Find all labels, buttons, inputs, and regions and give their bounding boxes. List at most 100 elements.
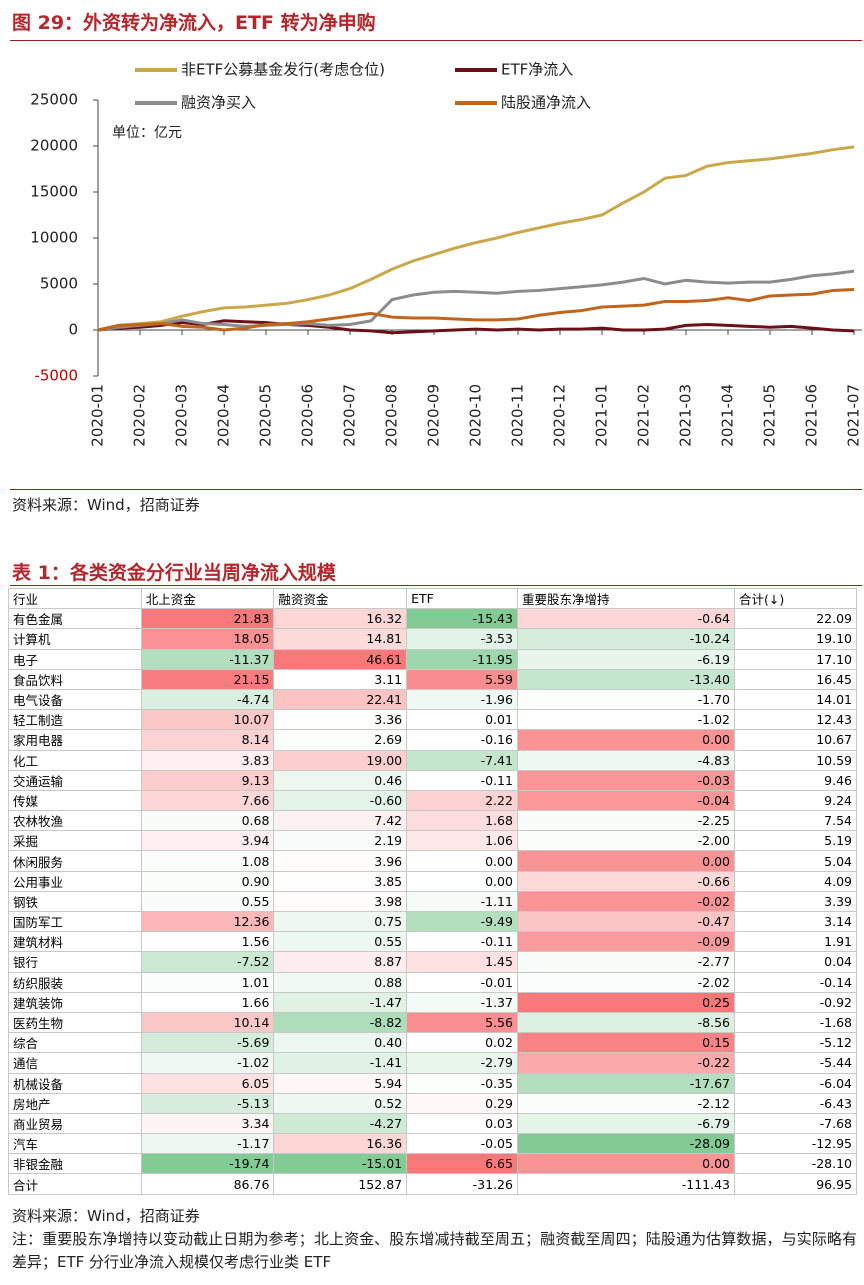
cell: -4.74	[140, 688, 275, 711]
x-tick-label: 2021-02	[635, 384, 653, 447]
x-tick-label: 2020-09	[425, 384, 443, 447]
cell: -0.22	[516, 1052, 735, 1074]
table-row: 化工 3.83 19.00 -7.41 -4.83 10.59	[8, 749, 858, 771]
cell: 3.83	[140, 749, 275, 771]
cell: -0.66	[516, 870, 735, 892]
cell: 0.88	[273, 971, 408, 993]
table-row: 公用事业 0.90 3.85 0.00 -0.66 4.09	[8, 870, 858, 892]
cell: 10.59	[733, 749, 858, 771]
cell: -0.02	[516, 890, 735, 913]
cell: -7.41	[406, 749, 518, 771]
cell: -1.47	[273, 991, 408, 1013]
cell: 19.10	[733, 628, 858, 650]
table-row: 商业贸易 3.34 -4.27 0.03 -6.79 -7.68	[8, 1112, 858, 1135]
table-title: 表 1：各类资金分行业当周净流入规模	[12, 562, 336, 584]
table-row: 合计 86.76 152.87 -31.26 -111.43 96.95	[8, 1173, 858, 1195]
cell: -5.44	[733, 1052, 858, 1074]
table-row: 电子 -11.37 46.61 -11.95 -6.19 17.10	[8, 648, 858, 670]
cell: 17.10	[733, 648, 858, 670]
cell: -0.92	[733, 991, 858, 1013]
legend-label: 非ETF公募基金发行(考虑仓位)	[181, 61, 385, 79]
y-tick-label: 10000	[30, 229, 78, 247]
cell: -4.83	[516, 749, 735, 771]
header-cell: 北上资金	[140, 587, 275, 610]
table-row: 行业 北上资金 融资资金 ETF 重要股东净增持 合计(↓)	[8, 587, 858, 610]
cell: 0.90	[140, 870, 275, 892]
cell: 3.14	[733, 910, 858, 933]
cell: 0.25	[516, 991, 735, 1013]
cell: -15.01	[273, 1153, 408, 1175]
cell: -19.74	[140, 1153, 275, 1175]
cell: 商业贸易	[8, 1112, 142, 1135]
cell: -0.04	[516, 789, 735, 812]
cell: 9.13	[140, 769, 275, 791]
x-tick-label: 2020-10	[467, 384, 485, 447]
x-tick-label: 2020-12	[551, 384, 569, 447]
cell: 3.34	[140, 1112, 275, 1135]
cell: -6.43	[733, 1092, 858, 1114]
cell: 14.01	[733, 688, 858, 711]
cell: 采掘	[8, 830, 142, 852]
cell: 建筑材料	[8, 931, 142, 953]
cell: -0.05	[406, 1133, 518, 1155]
cell: 96.95	[733, 1173, 858, 1195]
cell: 机械设备	[8, 1072, 142, 1094]
header-cell: ETF	[406, 587, 518, 610]
cell: 14.81	[273, 628, 408, 650]
table-row: 传媒 7.66 -0.60 2.22 -0.04 9.24	[8, 789, 858, 812]
table-row: 国防军工 12.36 0.75 -9.49 -0.47 3.14	[8, 910, 858, 933]
cell: 5.56	[406, 1011, 518, 1034]
cell: 2.22	[406, 789, 518, 812]
table-row: 医药生物 10.14 -8.82 5.56 -8.56 -1.68	[8, 1011, 858, 1034]
cell: 0.01	[406, 709, 518, 731]
cell: -2.77	[516, 951, 735, 973]
cell: 汽车	[8, 1133, 142, 1155]
table-row: 休闲服务 1.08 3.96 0.00 0.00 5.04	[8, 850, 858, 872]
legend-label: 陆股通净流入	[501, 94, 591, 112]
cell: 46.61	[273, 648, 408, 670]
cell: 0.75	[273, 910, 408, 933]
cell: 5.19	[733, 830, 858, 852]
table-row: 农林牧渔 0.68 7.42 1.68 -2.25 7.54	[8, 810, 858, 832]
y-tick-label: -5000	[34, 367, 78, 385]
table-row: 机械设备 6.05 5.94 -0.35 -17.67 -6.04	[8, 1072, 858, 1094]
cell: 22.09	[733, 608, 858, 630]
cell: -1.41	[273, 1052, 408, 1074]
cell: 9.46	[733, 769, 858, 791]
cell: 3.94	[140, 830, 275, 852]
x-tick-label: 2021-03	[677, 384, 695, 447]
cell: -0.09	[516, 931, 735, 953]
y-tick-label: 25000	[30, 91, 78, 109]
table-row: 银行 -7.52 8.87 1.45 -2.77 0.04	[8, 951, 858, 973]
cell: 非银金融	[8, 1153, 142, 1175]
cell: -0.47	[516, 910, 735, 933]
cell: 综合	[8, 1032, 142, 1054]
cell: 6.65	[406, 1153, 518, 1175]
cell: 医药生物	[8, 1011, 142, 1034]
x-tick-label: 2021-01	[593, 384, 611, 447]
header-cell: 行业	[8, 587, 142, 610]
cell: 0.03	[406, 1112, 518, 1135]
cell: -31.26	[406, 1173, 518, 1195]
cell: -28.10	[733, 1153, 858, 1175]
cell: -11.95	[406, 648, 518, 670]
cell: 公用事业	[8, 870, 142, 892]
cell: 0.00	[406, 850, 518, 872]
cell: -0.35	[406, 1072, 518, 1094]
table-row: 建筑材料 1.56 0.55 -0.11 -0.09 1.91	[8, 931, 858, 953]
table-row: 通信 -1.02 -1.41 -2.79 -0.22 -5.44	[8, 1052, 858, 1074]
cell: -1.11	[406, 890, 518, 913]
cell: -5.69	[140, 1032, 275, 1054]
cell: 电子	[8, 648, 142, 670]
cell: 0.00	[406, 870, 518, 892]
cell: 16.32	[273, 608, 408, 630]
table-row: 食品饮料 21.15 3.11 5.59 -13.40 16.45	[8, 668, 858, 690]
rule	[10, 40, 862, 41]
cell: 5.04	[733, 850, 858, 872]
legend-label: ETF净流入	[501, 61, 573, 79]
header-cell: 合计(↓)	[733, 587, 858, 610]
table-source: 资料来源：Wind，招商证券	[12, 1207, 200, 1225]
cell: 食品饮料	[8, 668, 142, 690]
table-row: 钢铁 0.55 3.98 -1.11 -0.02 3.39	[8, 890, 858, 913]
cell: 1.66	[140, 991, 275, 1013]
